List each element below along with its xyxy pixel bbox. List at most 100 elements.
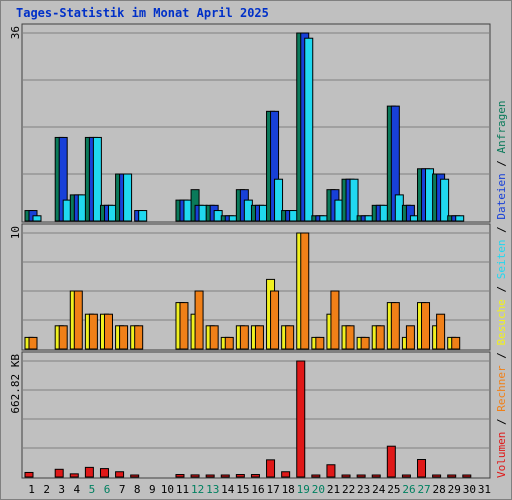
- legend-item-anfragen: Anfragen: [495, 100, 508, 153]
- bar-rechner-day-5: [88, 313, 98, 350]
- bar-volumen-day-21: [326, 464, 336, 478]
- bar-rechner-day-16: [254, 325, 264, 350]
- x-tick-label-day-21: 21: [327, 483, 340, 496]
- bar-seiten-day-29: [455, 215, 465, 222]
- bar-volumen-day-12: [190, 474, 200, 478]
- bar-rechner-day-1: [28, 336, 38, 350]
- panel-middle: 10: [9, 223, 491, 351]
- x-tick-label-day-23: 23: [357, 483, 370, 496]
- bar-seiten-day-5: [92, 136, 102, 222]
- bar-rechner-day-6: [103, 313, 113, 350]
- bar-rechner-day-28: [436, 313, 446, 350]
- bar-volumen-day-15: [235, 474, 245, 478]
- legend-separator: /: [495, 412, 508, 432]
- bar-volumen-day-11: [175, 474, 185, 478]
- x-axis: 1 2 3 4 5 6 7 8 9 10 11 12 13 14 15 16 17 18 19 20 21 22 23 24 2…: [28, 483, 491, 496]
- x-tick-label-day-22: 22: [342, 483, 355, 496]
- legend-item-besuche: Besuche: [495, 299, 508, 345]
- bar-rechner-day-4: [73, 290, 83, 350]
- panel-bottom: 662.82 KB: [9, 351, 491, 479]
- x-tick-label-day-15: 15: [236, 483, 249, 496]
- bar-seiten-day-19: [304, 37, 314, 222]
- x-tick-label-day-12: 12: [191, 483, 204, 496]
- x-tick-label-day-18: 18: [282, 483, 295, 496]
- bar-volumen-day-7: [115, 471, 125, 478]
- x-tick-label-day-2: 2: [43, 483, 50, 496]
- bar-seiten-day-28: [440, 178, 450, 222]
- chart-panels: 36 10 662.82 KB: [9, 23, 491, 479]
- bar-volumen-day-17: [266, 459, 276, 478]
- x-tick-label-day-10: 10: [161, 483, 174, 496]
- x-tick-label-day-7: 7: [119, 483, 126, 496]
- panel-bottom-background: [21, 351, 491, 479]
- bar-rechner-day-13: [209, 325, 219, 350]
- bar-rechner-day-17: [270, 290, 280, 350]
- x-tick-label-day-28: 28: [433, 483, 446, 496]
- bar-volumen-day-4: [69, 473, 79, 478]
- bar-volumen-day-30: [462, 474, 472, 478]
- x-tick-label-day-31: 31: [478, 483, 491, 496]
- bar-volumen-day-5: [84, 466, 94, 478]
- bar-seiten-day-1: [32, 215, 42, 222]
- legend-separator: /: [495, 220, 508, 240]
- x-tick-label-day-17: 17: [266, 483, 279, 496]
- x-tick-label-day-1: 1: [28, 483, 35, 496]
- bar-rechner-day-29: [451, 336, 461, 350]
- bar-volumen-day-23: [356, 474, 366, 478]
- bar-volumen-day-6: [99, 468, 109, 478]
- legend-separator: /: [495, 279, 508, 299]
- x-tick-label-day-4: 4: [74, 483, 81, 496]
- panel-middle-ymax-label: 10: [9, 226, 22, 239]
- bar-rechner-day-22: [345, 325, 355, 350]
- bar-volumen-day-28: [432, 474, 442, 478]
- x-tick-label-day-19: 19: [297, 483, 310, 496]
- legend-item-rechner: Rechner: [495, 365, 508, 412]
- x-tick-label-day-13: 13: [206, 483, 219, 496]
- bar-rechner-day-23: [360, 336, 370, 350]
- x-tick-label-day-30: 30: [463, 483, 476, 496]
- bar-rechner-day-18: [285, 325, 295, 350]
- bar-rechner-day-25: [390, 302, 400, 350]
- bar-volumen-day-26: [401, 474, 411, 478]
- x-tick-label-day-27: 27: [417, 483, 430, 496]
- bar-rechner-day-15: [239, 325, 249, 350]
- x-tick-label-day-20: 20: [312, 483, 325, 496]
- bar-volumen-day-25: [386, 445, 396, 478]
- x-tick-label-day-29: 29: [448, 483, 461, 496]
- x-tick-label-day-24: 24: [372, 483, 386, 496]
- chart-title: Tages-Statistik im Monat April 2025: [16, 6, 269, 20]
- legend-separator: /: [495, 153, 508, 173]
- bar-volumen-day-8: [130, 474, 140, 478]
- bar-volumen-day-13: [205, 474, 215, 478]
- legend-item-seiten: Seiten: [495, 240, 508, 280]
- legend-item-volumen: Volumen: [495, 432, 508, 478]
- bar-volumen-day-14: [220, 474, 230, 478]
- bar-rechner-day-7: [119, 325, 129, 350]
- bar-rechner-day-12: [194, 290, 204, 350]
- legend-separator: /: [495, 346, 508, 366]
- x-tick-label-day-26: 26: [402, 483, 415, 496]
- bar-rechner-day-26: [405, 325, 415, 350]
- bar-volumen-day-19: [296, 360, 306, 478]
- bar-rechner-day-24: [375, 325, 385, 350]
- bar-rechner-day-3: [58, 325, 68, 350]
- x-tick-label-day-6: 6: [104, 483, 111, 496]
- bar-rechner-day-21: [330, 290, 340, 350]
- bar-seiten-day-7: [123, 173, 133, 222]
- x-tick-label-day-9: 9: [149, 483, 156, 496]
- bar-rechner-day-19: [300, 232, 310, 350]
- bar-rechner-day-27: [421, 302, 431, 350]
- bar-seiten-day-22: [349, 178, 359, 222]
- x-tick-label-day-11: 11: [176, 483, 189, 496]
- panel-bottom-ymax-label: 662.82 KB: [9, 354, 22, 414]
- bar-volumen-day-20: [311, 474, 321, 478]
- bar-volumen-day-1: [24, 471, 34, 478]
- bar-volumen-day-3: [54, 468, 64, 478]
- bar-volumen-day-29: [447, 474, 457, 478]
- legend-item-dateien: Dateien: [495, 173, 508, 219]
- legend: Volumen / Rechner / Besuche / Seiten / D…: [495, 100, 508, 478]
- bar-volumen-day-22: [341, 474, 351, 478]
- bar-rechner-day-11: [179, 302, 189, 350]
- x-tick-label-day-8: 8: [134, 483, 141, 496]
